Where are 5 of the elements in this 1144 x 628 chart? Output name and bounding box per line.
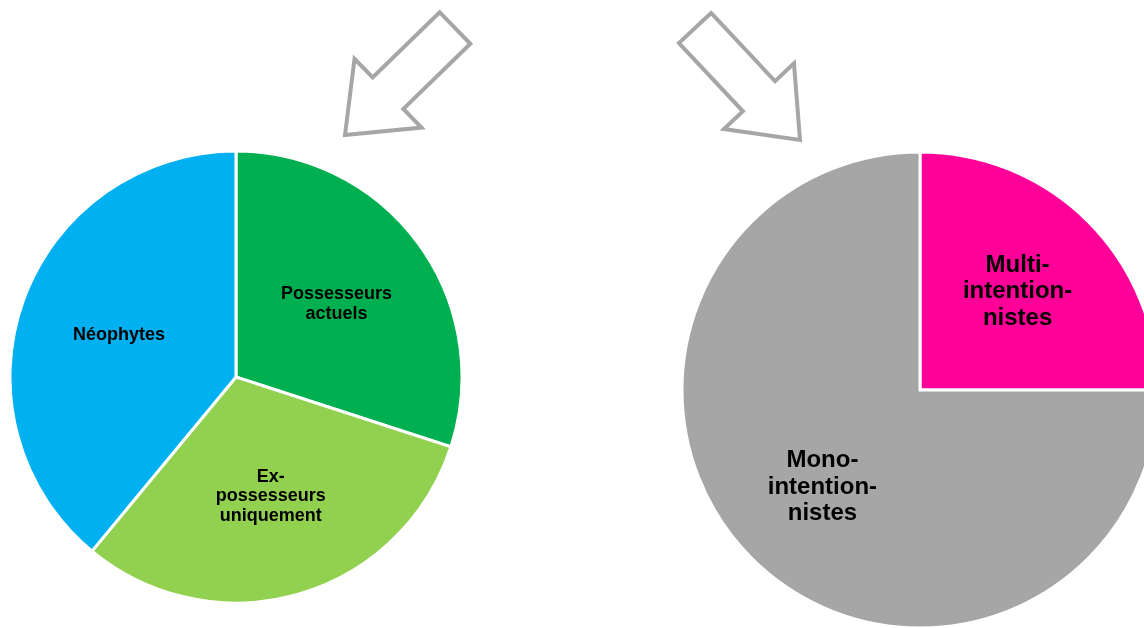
slice-label: Mono- intention- nistes	[767, 445, 878, 526]
slice-label: Ex- possesseurs uniquement	[215, 465, 326, 525]
slice-label: Néophytes	[73, 323, 166, 344]
slice-label: Multi- intention- nistes	[962, 250, 1073, 331]
slice-label: Possesseurs actuels	[281, 282, 393, 323]
